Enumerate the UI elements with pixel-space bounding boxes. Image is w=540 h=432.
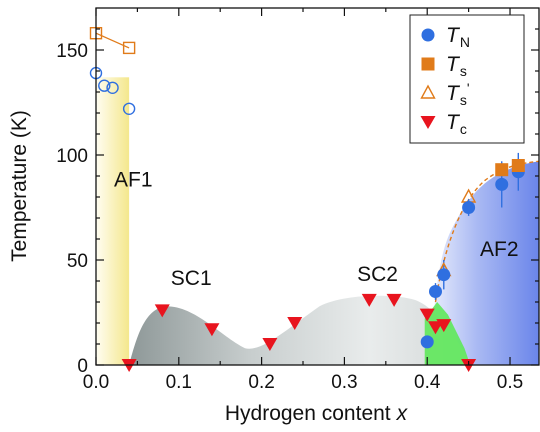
point-tn xyxy=(495,177,509,191)
y-tick-label: 0 xyxy=(77,356,88,377)
af2-region xyxy=(427,161,539,365)
legend-marker-tn xyxy=(421,28,435,42)
plot-frame xyxy=(95,7,540,366)
point-tn-open xyxy=(106,81,119,95)
point-tc xyxy=(287,317,303,330)
region-label: SC2 xyxy=(357,263,398,286)
point-tn-open xyxy=(98,79,111,92)
point-ts-open xyxy=(122,41,136,55)
region-label: SC1 xyxy=(171,267,212,290)
legend-marker-ts xyxy=(421,57,435,71)
point-ts xyxy=(495,163,509,177)
point-tn xyxy=(462,201,476,214)
legend-label-tc: Tc xyxy=(446,111,467,137)
x-tick-label: 0.5 xyxy=(497,372,523,393)
y-tick-label: 150 xyxy=(56,41,88,62)
y-axis-title: Temperature (K) xyxy=(8,110,31,262)
point-tn-open xyxy=(122,102,136,116)
af1-region xyxy=(96,77,130,365)
point-tc xyxy=(386,293,402,307)
x-tick-label: 0.3 xyxy=(331,372,357,393)
point-ts xyxy=(511,159,525,172)
point-tn xyxy=(428,285,442,298)
coexistence-region xyxy=(424,302,471,365)
point-tn xyxy=(437,268,451,282)
sc-dome-region xyxy=(129,295,473,365)
point-tc xyxy=(154,304,170,318)
point-tn xyxy=(420,335,434,349)
x-tick-label: 0.4 xyxy=(414,372,441,393)
x-tick-label: 0.2 xyxy=(248,372,274,393)
x-axis-title: Hydrogen content x xyxy=(225,402,409,425)
x-axis-title-var: x xyxy=(396,402,409,425)
point-tc xyxy=(361,293,377,307)
legend-label-tn: TN xyxy=(446,24,470,50)
point-tc xyxy=(436,319,452,333)
point-tc xyxy=(427,321,443,335)
legend-label-ts-prime: Ts' xyxy=(446,80,470,108)
point-tc xyxy=(204,323,220,337)
x-axis-title-text: Hydrogen content xyxy=(225,402,391,425)
y-tick-label: 100 xyxy=(56,146,88,167)
legend-marker-tc xyxy=(420,116,436,129)
region-label: AF2 xyxy=(480,238,519,261)
point-tc xyxy=(419,308,435,322)
y-tick-label: 50 xyxy=(67,251,88,272)
region-label: AF1 xyxy=(114,169,153,192)
x-tick-label: 0.1 xyxy=(166,372,192,393)
legend-label-ts: Ts xyxy=(446,53,467,79)
legend-marker-ts-prime xyxy=(420,84,436,99)
point-tc xyxy=(262,338,278,351)
x-tick-label: 0.0 xyxy=(83,372,109,393)
